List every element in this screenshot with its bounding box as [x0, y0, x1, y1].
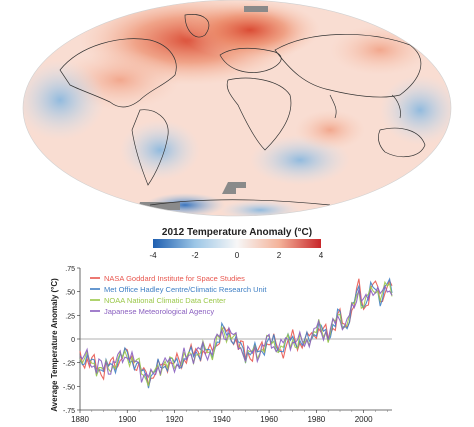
colorbar-gradient [153, 239, 321, 248]
y-tick-label: -.25 [63, 361, 75, 368]
colorbar-tick-label: 0 [235, 251, 240, 260]
legend-label: NASA Goddard Institute for Space Studies [104, 274, 245, 283]
colorbar-title: 2012 Temperature Anomaly (°C) [162, 227, 312, 238]
legend-label: NOAA National Climatic Data Center [104, 296, 226, 305]
x-tick-label: 1920 [166, 415, 184, 424]
legend-label: Japanese Meteorological Agency [104, 307, 214, 316]
no-data-region-south [222, 182, 246, 194]
legend-label: Met Office Hadley Centre/Climatic Resear… [104, 285, 267, 294]
coastlines [59, 14, 426, 206]
globe-outline [22, 0, 452, 217]
x-tick-label: 1960 [260, 415, 278, 424]
antarctica-coast [149, 199, 331, 206]
series-line [79, 284, 393, 383]
x-tick-label: 2000 [355, 415, 373, 424]
x-tick-label: 1900 [118, 415, 136, 424]
y-tick-label: .75 [65, 266, 75, 273]
y-tick-label: 0 [71, 337, 75, 344]
y-tick-label: .50 [65, 290, 75, 297]
chart-legend: NASA Goddard Institute for Space Studies… [90, 274, 267, 316]
greenland-coast [184, 14, 210, 38]
australia-coast [378, 127, 426, 158]
x-tick-label: 1980 [307, 415, 325, 424]
japan-coast [391, 94, 401, 119]
africa-coast [226, 77, 292, 151]
colorbar-tick-label: 4 [319, 251, 324, 260]
x-tick-label: 1880 [71, 415, 89, 424]
north-america-coast [59, 38, 177, 108]
chart-series-lines [79, 277, 393, 389]
colorbar-tick-label: 2 [277, 251, 282, 260]
map-globe [23, 0, 451, 216]
y-axis-label: Average Temperature Anomaly (°C) [50, 278, 59, 412]
colorbar: 2012 Temperature Anomaly (°C) -4 -2 0 2 … [149, 227, 324, 260]
colorbar-tick-label: -2 [191, 251, 199, 260]
no-data-region-arctic [244, 6, 268, 12]
y-tick-label: -.50 [63, 384, 75, 391]
y-tick-label: .25 [65, 313, 75, 320]
asia-coast [274, 34, 422, 98]
x-tick-label: 1940 [213, 415, 231, 424]
series-line [79, 278, 393, 387]
world-temperature-anomaly-map [22, 0, 452, 217]
west-pacific-cold-anomaly [380, 75, 451, 145]
chart-axes: -.75 -.50 -.25 0 .25 .50 .75 1880 1900 1920 1940 19… [63, 266, 392, 424]
india-coast [329, 94, 337, 119]
europe-coast [219, 47, 282, 73]
pacific-cold-anomaly [23, 60, 105, 140]
south-atlantic-cold-anomaly [120, 120, 200, 180]
indian-warm-anomaly [295, 110, 365, 150]
y-tick-label: -.75 [63, 408, 75, 415]
colorbar-tick-label: -4 [149, 251, 157, 260]
south-america-coast [131, 109, 169, 186]
